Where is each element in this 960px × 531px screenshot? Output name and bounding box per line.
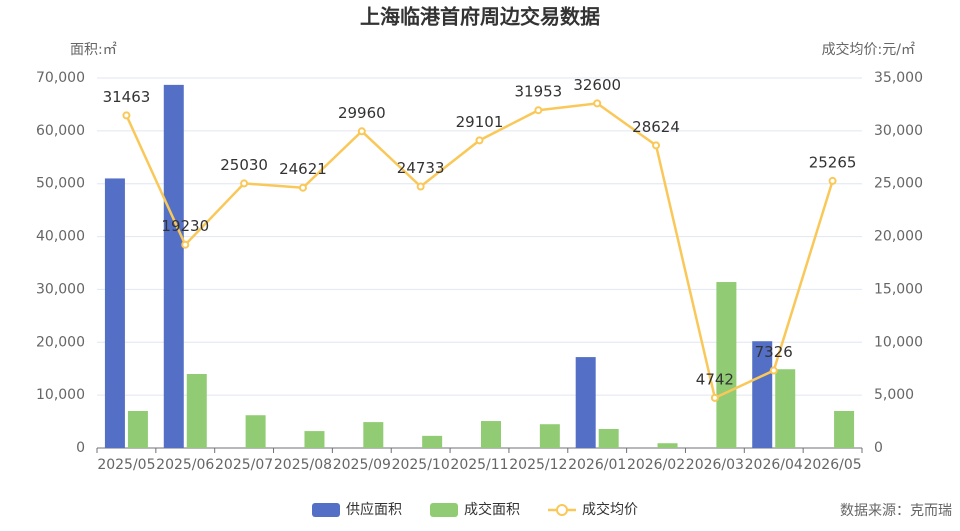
x-tick-label: 2025/09	[333, 457, 391, 473]
y-tick-label: 70,000	[36, 70, 85, 86]
bar	[363, 422, 384, 448]
x-tick-label: 2026/02	[627, 457, 685, 473]
bar	[186, 374, 207, 448]
y2-tick-label: 5,000	[874, 387, 914, 403]
line-point	[240, 179, 249, 188]
legend-label: 成交均价	[582, 501, 638, 518]
line-point	[710, 393, 719, 402]
bar	[245, 415, 266, 448]
bar	[775, 369, 796, 448]
line-point	[769, 366, 778, 375]
y2-axis-title: 成交均价:元/㎡	[822, 41, 915, 58]
legend-label: 成交面积	[464, 501, 520, 518]
legend-label: 供应面积	[346, 501, 402, 518]
bar	[598, 428, 619, 448]
bar	[752, 341, 773, 448]
line-point	[181, 240, 190, 249]
y-tick-label: 0	[76, 440, 85, 456]
y2-tick-label: 30,000	[874, 123, 923, 139]
data-label: 31463	[103, 88, 151, 106]
bar	[716, 282, 737, 448]
data-label: 32600	[573, 76, 621, 94]
data-label: 7326	[755, 343, 793, 361]
line-point	[534, 106, 543, 115]
line-point	[652, 141, 661, 150]
line-point	[122, 111, 131, 120]
y-tick-label: 50,000	[36, 176, 85, 192]
data-label: 29101	[456, 113, 504, 131]
legend-swatch	[556, 504, 568, 516]
legend-swatch	[312, 503, 340, 517]
data-label: 19230	[161, 217, 209, 235]
bar	[127, 411, 148, 448]
bar	[575, 357, 596, 448]
x-tick-label: 2025/07	[215, 457, 273, 473]
bar	[163, 84, 184, 448]
y-tick-label: 60,000	[36, 123, 85, 139]
data-label: 4742	[696, 370, 734, 388]
y2-tick-label: 35,000	[874, 70, 923, 86]
bar	[834, 411, 855, 448]
x-tick-label: 2025/11	[450, 457, 508, 473]
x-tick-label: 2025/12	[509, 457, 567, 473]
line-point	[828, 176, 837, 185]
line-point	[357, 127, 366, 136]
x-tick-label: 2026/05	[803, 457, 861, 473]
chart-title: 上海临港首府周边交易数据	[360, 5, 600, 29]
x-tick-label: 2025/08	[274, 457, 332, 473]
y2-tick-label: 25,000	[874, 176, 923, 192]
y2-tick-label: 20,000	[874, 229, 923, 245]
x-tick-label: 2026/03	[686, 457, 744, 473]
data-label: 24621	[279, 160, 327, 178]
data-label: 29960	[338, 104, 386, 122]
data-label: 24733	[397, 159, 445, 177]
bar	[539, 424, 560, 448]
bar	[657, 443, 678, 448]
data-label: 28624	[632, 118, 680, 136]
y-tick-label: 30,000	[36, 281, 85, 297]
y-tick-label: 20,000	[36, 334, 85, 350]
source: 数据来源：克而瑞	[840, 503, 952, 519]
bar	[304, 431, 325, 448]
y-axis-title: 面积:㎡	[70, 42, 117, 58]
data-label: 31953	[514, 83, 562, 101]
y2-tick-label: 0	[874, 440, 883, 456]
data-label: 25265	[809, 153, 857, 171]
data-label: 25030	[220, 156, 268, 174]
y2-tick-label: 15,000	[874, 281, 923, 297]
y-tick-label: 40,000	[36, 229, 85, 245]
x-tick-label: 2025/06	[156, 457, 214, 473]
legend-swatch	[430, 503, 458, 517]
line-point	[298, 183, 307, 192]
y-tick-label: 10,000	[36, 387, 85, 403]
bar	[104, 178, 125, 448]
x-tick-label: 2026/01	[568, 457, 626, 473]
x-tick-label: 2025/10	[392, 457, 450, 473]
x-tick-label: 2025/05	[97, 457, 155, 473]
y2-tick-label: 10,000	[874, 334, 923, 350]
line-point	[416, 182, 425, 191]
line-point	[475, 136, 484, 145]
bar	[481, 421, 501, 448]
line-point	[593, 99, 602, 108]
bar	[422, 435, 443, 448]
x-tick-label: 2026/04	[745, 457, 803, 473]
